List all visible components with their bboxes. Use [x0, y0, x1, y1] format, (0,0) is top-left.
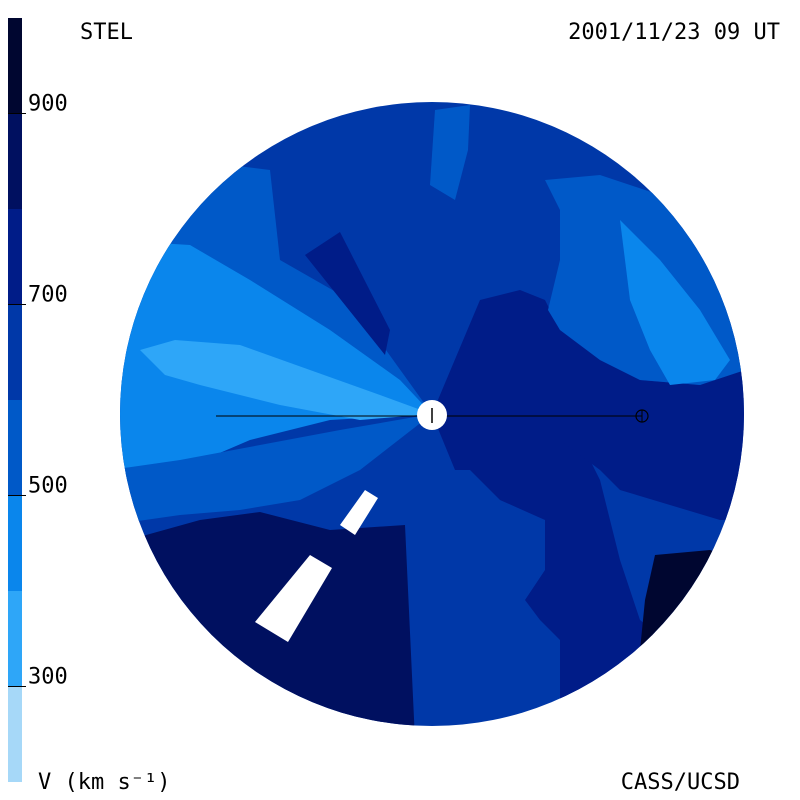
colorbar: 300 500 700 900 [8, 18, 68, 782]
timestamp-label: 2001/11/23 09 UT [568, 20, 780, 45]
colorbar-level-400 [8, 495, 22, 591]
region-top-finger [430, 105, 470, 200]
colorbar-level-800 [8, 113, 22, 209]
data-gap [340, 490, 378, 535]
region-upper-right-fan [620, 220, 730, 385]
colorbar-level-300 [8, 591, 22, 687]
colorbar-tick-label: 700 [28, 283, 68, 308]
colorbar-level-600 [8, 304, 22, 400]
colorbar-tick-label: 300 [28, 665, 68, 690]
colorbar-level-900 [8, 18, 22, 114]
region-lower-right-peak [640, 550, 744, 700]
colorbar-tick-label: 900 [28, 92, 68, 117]
colorbar-tick-label: 500 [28, 474, 68, 499]
colorbar-level-200 [8, 686, 22, 782]
region-left-streamer [140, 340, 432, 420]
region-right-fast-wedge [432, 290, 744, 520]
region-lower-left-band [120, 414, 432, 525]
region-upper-left-finger [305, 232, 390, 355]
data-gap [255, 555, 332, 642]
colorbar-level-700 [8, 209, 22, 305]
overlay-markers [216, 400, 649, 430]
instrument-label: STEL [80, 20, 133, 45]
credit-label: CASS/UCSD [620, 770, 740, 795]
colorbar-level-500 [8, 400, 22, 496]
colorbar-unit-label: V (km s⁻¹) [38, 770, 171, 795]
